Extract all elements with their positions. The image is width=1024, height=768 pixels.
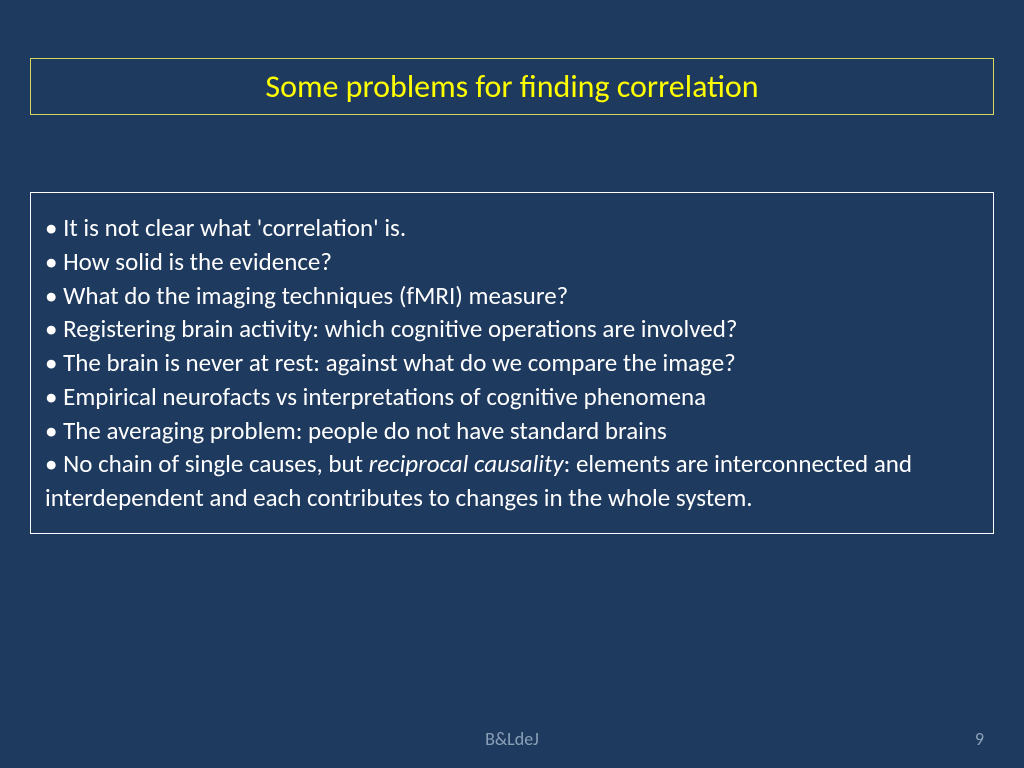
bullet-mark: • <box>45 212 63 243</box>
footer-author: B&LdeJ <box>0 728 1024 750</box>
bullet-item: • Empirical neurofacts vs interpretation… <box>45 380 979 414</box>
bullet-text: Registering brain activity: which cognit… <box>63 313 737 344</box>
slide-content-box: • It is not clear what 'correlation' is.… <box>30 192 994 534</box>
bullet-mark: • <box>45 313 63 344</box>
bullet-mark: • <box>45 448 63 479</box>
bullet-text-italic: reciprocal causality <box>369 448 564 479</box>
bullet-item: • Registering brain activity: which cogn… <box>45 312 979 346</box>
bullet-text: It is not clear what 'correlation' is. <box>63 212 406 243</box>
bullet-text: The averaging problem: people do not hav… <box>63 415 667 446</box>
bullet-mark: • <box>45 381 63 412</box>
footer-page-number: 9 <box>975 728 984 750</box>
bullet-item: • No chain of single causes, but recipro… <box>45 447 979 515</box>
bullet-text-prefix: No chain of single causes, but <box>63 448 369 479</box>
bullet-mark: • <box>45 280 63 311</box>
bullet-mark: • <box>45 246 63 277</box>
bullet-item: • The averaging problem: people do not h… <box>45 414 979 448</box>
bullet-text: How solid is the evidence? <box>63 246 332 277</box>
slide-title: Some problems for finding correlation <box>265 67 758 106</box>
slide-title-box: Some problems for finding correlation <box>30 58 994 115</box>
bullet-mark: • <box>45 415 63 446</box>
bullet-text: What do the imaging techniques (fMRI) me… <box>63 280 568 311</box>
bullet-item: • The brain is never at rest: against wh… <box>45 346 979 380</box>
bullet-mark: • <box>45 347 63 378</box>
bullet-item: • What do the imaging techniques (fMRI) … <box>45 279 979 313</box>
bullet-text: Empirical neurofacts vs interpretations … <box>63 381 706 412</box>
bullet-item: • How solid is the evidence? <box>45 245 979 279</box>
bullet-item: • It is not clear what 'correlation' is. <box>45 211 979 245</box>
bullet-text: The brain is never at rest: against what… <box>63 347 736 378</box>
